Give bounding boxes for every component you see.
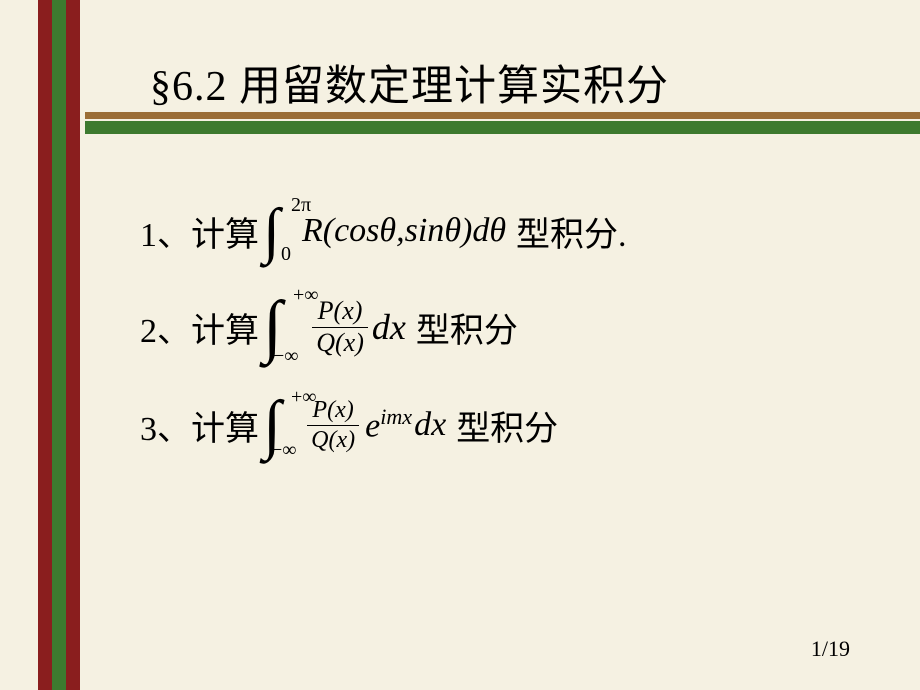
int-upper: 2π — [291, 194, 311, 217]
int-upper: +∞ — [291, 386, 317, 409]
frac-den: Q(x) — [312, 329, 368, 358]
integral-sign: ∫ 2π 0 — [263, 200, 280, 262]
int-upper: +∞ — [293, 284, 319, 307]
integrand: R(cosθ,sinθ)dθ — [302, 212, 506, 250]
item-prefix: 2、计算 — [140, 303, 259, 352]
frac-num: P(x) — [314, 297, 367, 326]
title-underline — [85, 112, 920, 134]
exp-term: eimx — [365, 404, 412, 445]
fraction: P(x) Q(x) — [312, 297, 368, 357]
int-lower: 0 — [281, 243, 291, 266]
page-total: 19 — [828, 636, 850, 661]
formula-1: ∫ 2π 0 R(cosθ,sinθ)dθ — [263, 200, 506, 262]
stripe-2 — [52, 0, 66, 690]
item-suffix: 型积分. — [516, 207, 627, 256]
int-lower: −∞ — [273, 345, 299, 368]
page-number: 1/19 — [811, 636, 850, 662]
int-lower: −∞ — [271, 439, 297, 462]
integral-sign: ∫ +∞ −∞ — [263, 292, 282, 362]
dx: dx — [372, 306, 406, 348]
list-item: 2、计算 ∫ +∞ −∞ P(x) Q(x) dx 型积分 — [140, 292, 860, 362]
integral-sign: ∫ +∞ −∞ — [263, 392, 281, 458]
item-suffix: 型积分 — [416, 303, 518, 352]
formula-2: ∫ +∞ −∞ P(x) Q(x) dx — [263, 292, 406, 362]
left-decor-stripe — [38, 0, 78, 690]
slide-title: §6.2 用留数定理计算实积分 — [150, 52, 669, 113]
frac-den: Q(x) — [307, 427, 359, 453]
item-suffix: 型积分 — [456, 401, 558, 450]
underline-top — [85, 112, 920, 119]
item-prefix: 1、计算 — [140, 207, 259, 256]
underline-bottom — [85, 121, 920, 134]
formula-3: ∫ +∞ −∞ P(x) Q(x) eimx dx — [263, 392, 446, 458]
item-prefix: 3、计算 — [140, 401, 259, 450]
page-current: 1 — [811, 636, 822, 661]
stripe-3 — [66, 0, 80, 690]
list-item: 3、计算 ∫ +∞ −∞ P(x) Q(x) eimx dx 型积分 — [140, 392, 860, 458]
dx: dx — [414, 406, 446, 444]
content-list: 1、计算 ∫ 2π 0 R(cosθ,sinθ)dθ 型积分. 2、计算 ∫ +… — [140, 200, 860, 488]
list-item: 1、计算 ∫ 2π 0 R(cosθ,sinθ)dθ 型积分. — [140, 200, 860, 262]
stripe-1 — [38, 0, 52, 690]
